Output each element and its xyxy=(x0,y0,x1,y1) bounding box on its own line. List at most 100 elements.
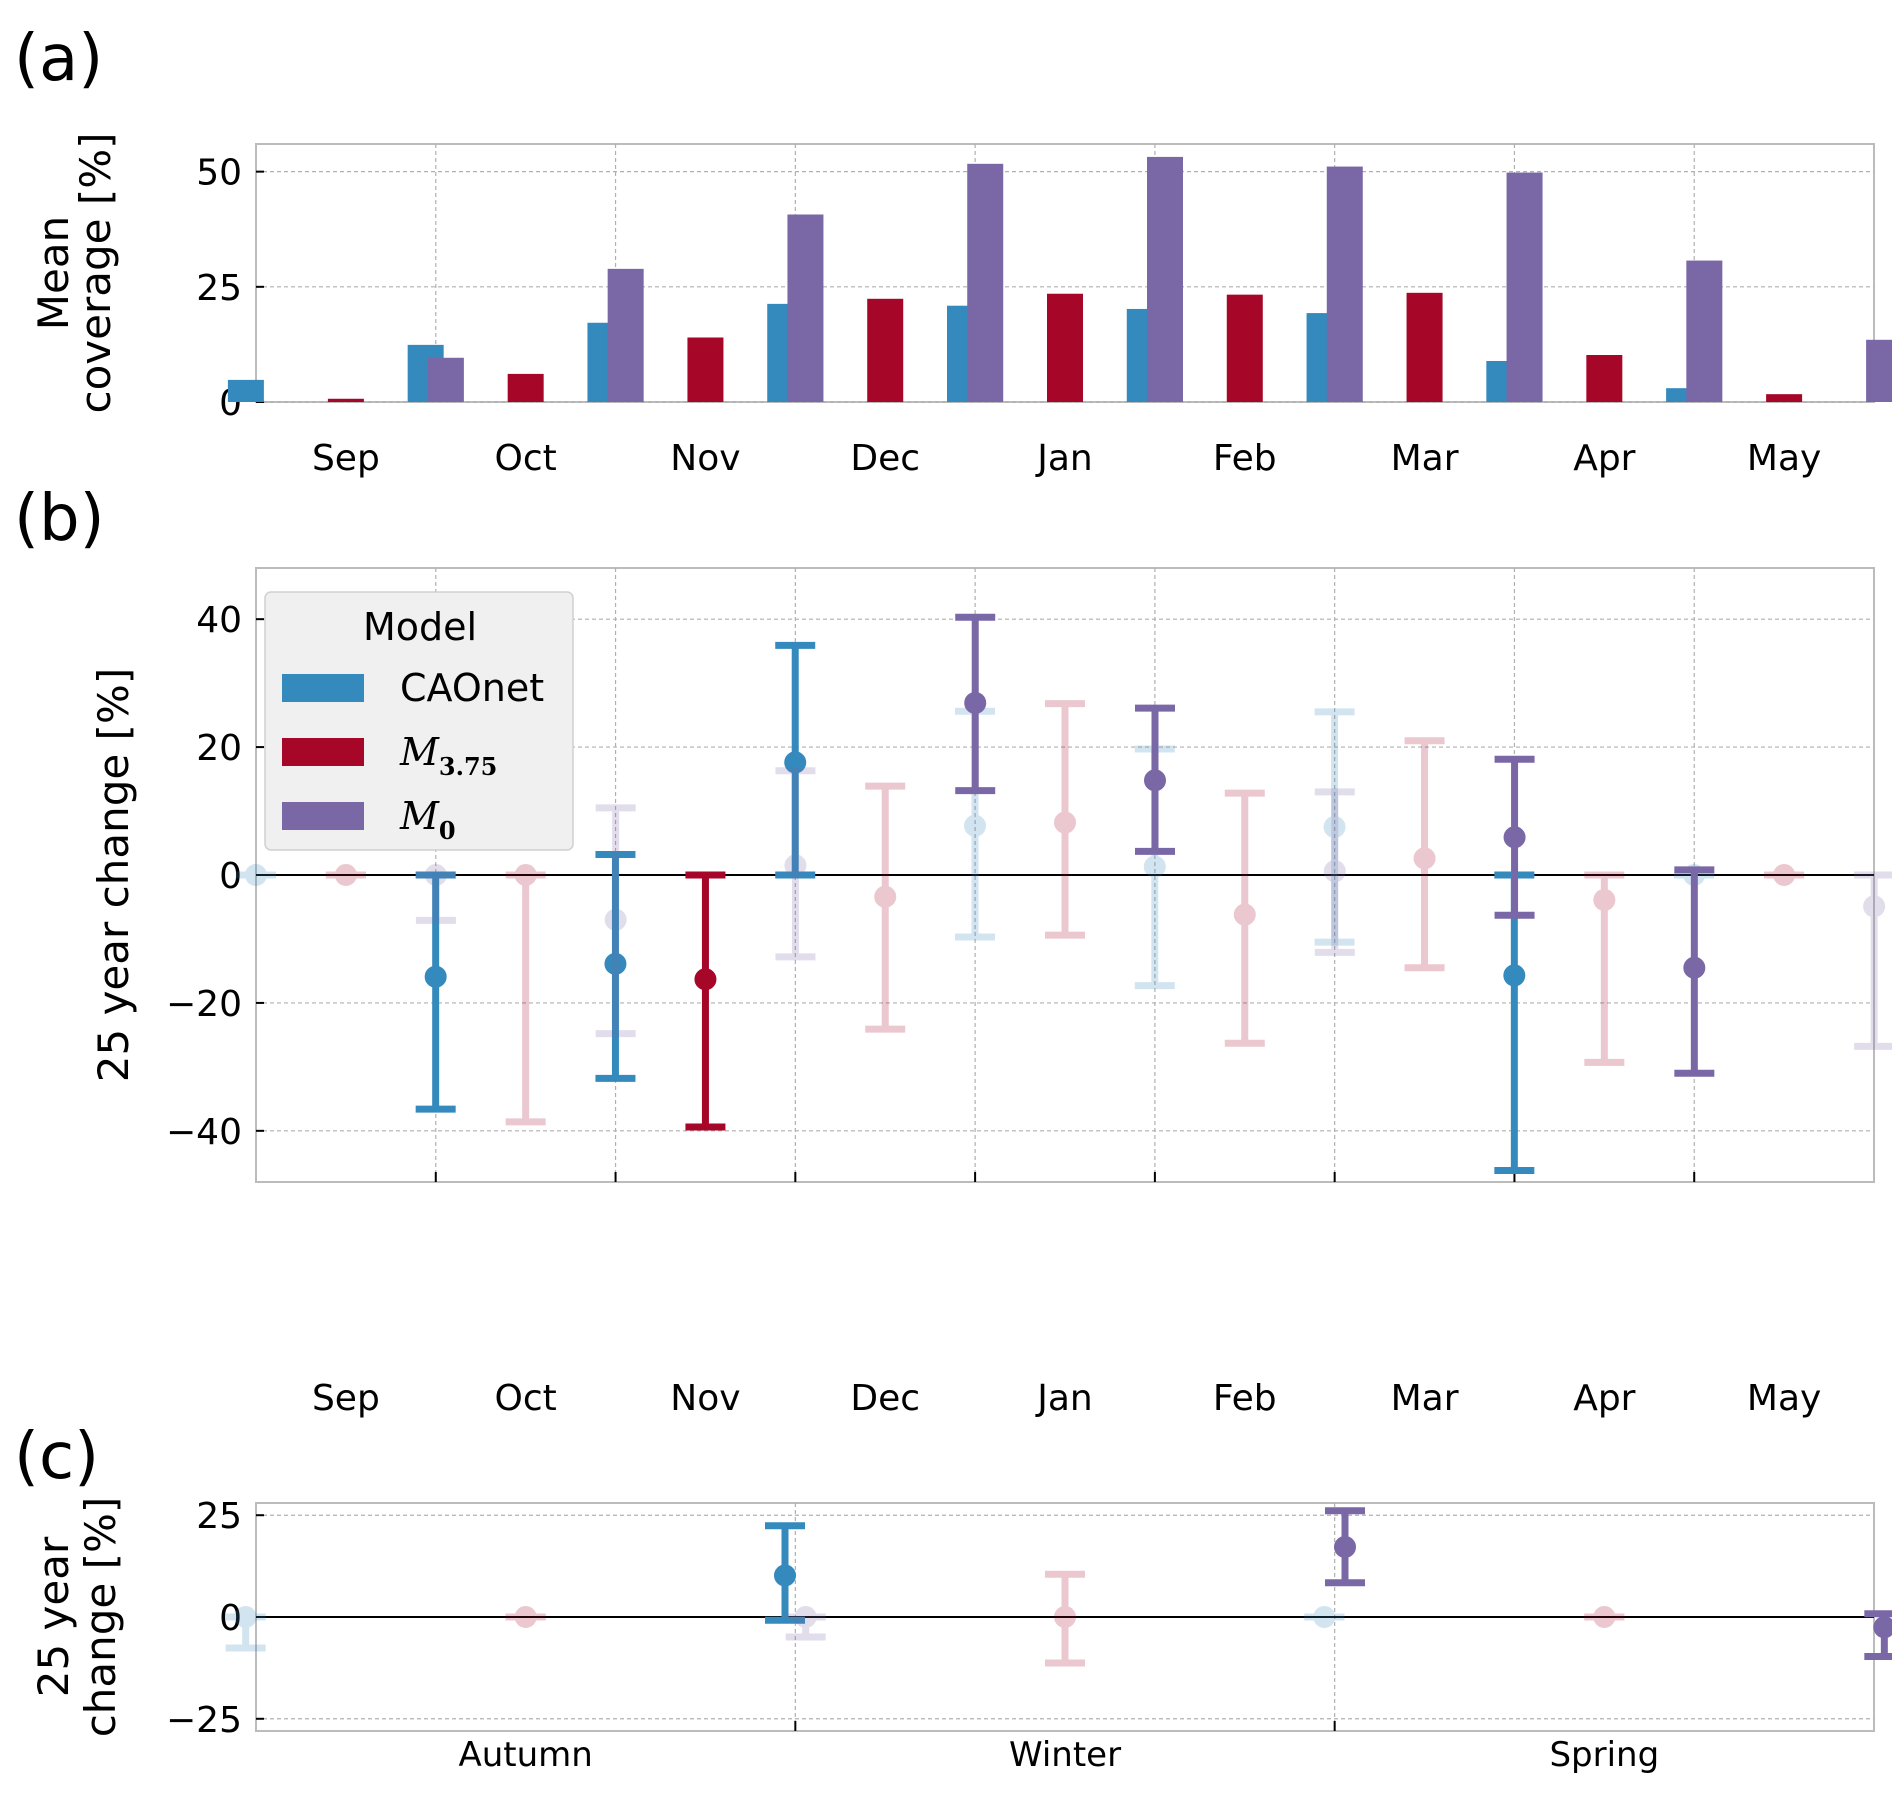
errorbar-caonet-oct xyxy=(415,871,456,1113)
errorbar-m3-75-sep xyxy=(325,864,366,886)
legend-swatch-m3-75 xyxy=(282,738,364,766)
errorbar-caonet-sep xyxy=(235,864,276,886)
panel-label-a: (a) xyxy=(14,22,103,96)
errorbar-m0-nov xyxy=(775,767,816,961)
bar-m0-sep xyxy=(427,357,464,402)
point-m0-mar xyxy=(1503,826,1526,849)
y-tick-label: 25 xyxy=(196,268,242,309)
x-tick-label-apr: Apr xyxy=(1573,1378,1635,1419)
errorbar-m0-apr xyxy=(1674,866,1715,1077)
y-tick-label: 20 xyxy=(196,728,242,769)
point-m3-75-autumn xyxy=(514,1606,537,1628)
bar-m3-75-feb xyxy=(1226,294,1263,402)
bar-m3-75-nov xyxy=(687,337,724,402)
bar-m3-75-jan xyxy=(1047,293,1083,402)
errorbar-caonet-spring xyxy=(1304,1606,1345,1628)
point-caonet-dec xyxy=(784,751,807,774)
errorbar-caonet-autumn xyxy=(225,1606,266,1652)
y-tick-label: 0 xyxy=(219,856,242,897)
legend-label-subscript: 0 xyxy=(439,816,456,845)
x-tick-label-may: May xyxy=(1747,1378,1821,1419)
bar-m0-may xyxy=(1866,339,1892,402)
point-m3-75-nov xyxy=(694,968,717,991)
bar-m3-75-may xyxy=(1766,394,1803,402)
point-caonet-mar xyxy=(1323,816,1346,839)
errorbar-m0-dec xyxy=(955,613,996,795)
point-caonet-spring xyxy=(1313,1606,1336,1628)
point-m0-autumn xyxy=(794,1606,817,1628)
y-tick-label: −25 xyxy=(166,1700,242,1741)
y-tick-label: 0 xyxy=(219,1598,242,1639)
errorbar-m3-75-jan xyxy=(1045,700,1085,939)
point-m0-apr xyxy=(1683,956,1706,979)
errorbar-m3-75-oct xyxy=(505,864,546,1126)
point-m3-75-apr xyxy=(1593,888,1616,911)
bar-caonet-sep xyxy=(227,379,264,402)
point-m3-75-mar xyxy=(1413,847,1436,870)
bar-m3-75-dec xyxy=(867,298,904,402)
x-tick-label-may: May xyxy=(1747,438,1821,479)
errorbar-m3-75-may xyxy=(1764,864,1805,886)
x-tick-label-sep: Sep xyxy=(312,438,380,479)
bar-m3-75-sep xyxy=(327,398,364,402)
point-caonet-apr xyxy=(1503,964,1526,987)
point-m3-75-feb xyxy=(1233,903,1256,926)
x-tick-label-apr: Apr xyxy=(1573,438,1635,479)
bar-m0-dec xyxy=(967,163,1004,402)
x-tick-label-nov: Nov xyxy=(670,438,740,479)
errorbar-m3-75-feb xyxy=(1224,789,1265,1047)
y-tick-label: −20 xyxy=(166,984,242,1025)
legend-title: Model xyxy=(363,605,477,649)
x-tick-label-feb: Feb xyxy=(1213,438,1277,479)
bar-m0-apr xyxy=(1686,260,1723,402)
errorbar-m0-jan xyxy=(1135,704,1175,855)
legend-label-caonet: CAOnet xyxy=(400,666,544,710)
y-tick-label: 25 xyxy=(196,1496,242,1537)
bar-m0-jan xyxy=(1147,156,1183,402)
errorbar-m0-feb xyxy=(1314,788,1355,956)
errorbar-m0-mar xyxy=(1494,755,1535,919)
x-tick-label-mar: Mar xyxy=(1391,438,1459,479)
point-caonet-feb xyxy=(1143,855,1166,878)
bar-m0-mar xyxy=(1506,172,1543,402)
errorbar-caonet-nov xyxy=(595,851,636,1082)
x-tick-label-autumn: Autumn xyxy=(458,1735,592,1775)
point-m0-winter xyxy=(1334,1535,1356,1558)
point-caonet-winter xyxy=(774,1564,796,1587)
y-axis-label: Mean xyxy=(29,216,78,330)
errorbar-m0-spring xyxy=(1864,1610,1892,1660)
point-m0-sep xyxy=(424,864,447,886)
point-caonet-oct xyxy=(424,965,447,988)
x-tick-label-dec: Dec xyxy=(850,1378,920,1419)
x-tick-label-jan: Jan xyxy=(1035,1378,1093,1419)
y-axis-label: change [%] xyxy=(76,1497,125,1738)
point-m0-nov xyxy=(784,854,807,877)
y-axis-label: coverage [%] xyxy=(71,132,120,413)
point-m3-75-spring xyxy=(1593,1606,1616,1628)
point-m3-75-oct xyxy=(514,864,537,886)
point-caonet-autumn xyxy=(234,1606,257,1628)
errorbar-caonet-winter xyxy=(765,1522,805,1624)
panel-label-b: (b) xyxy=(14,482,105,556)
x-tick-label-mar: Mar xyxy=(1391,1378,1459,1419)
legend-box xyxy=(264,591,574,851)
legend-swatch-m0 xyxy=(282,802,364,830)
point-caonet-jan xyxy=(964,814,986,837)
errorbar-m0-oct xyxy=(595,804,636,1038)
errorbar-m3-75-spring xyxy=(1584,1606,1625,1628)
legend-label-subscript: 3.75 xyxy=(439,752,497,781)
x-tick-label-dec: Dec xyxy=(850,438,920,479)
legend-swatch-caonet xyxy=(282,674,364,702)
point-m3-75-winter xyxy=(1054,1606,1076,1628)
panel-b-errorbar-chart: −40 −20 0 20 40 Sep Oct Nov Dec Jan Feb Mar Apr May 25… xyxy=(89,567,1892,1419)
errorbar-m0-sep xyxy=(415,864,456,924)
point-m0-oct xyxy=(604,908,627,931)
bar-m3-75-mar xyxy=(1406,292,1443,402)
y-tick-label: 40 xyxy=(196,600,242,641)
x-tick-label-feb: Feb xyxy=(1213,1378,1277,1419)
errorbar-m0-autumn xyxy=(785,1606,826,1641)
point-caonet-sep xyxy=(244,864,267,886)
x-tick-label-winter: Winter xyxy=(1009,1735,1121,1775)
